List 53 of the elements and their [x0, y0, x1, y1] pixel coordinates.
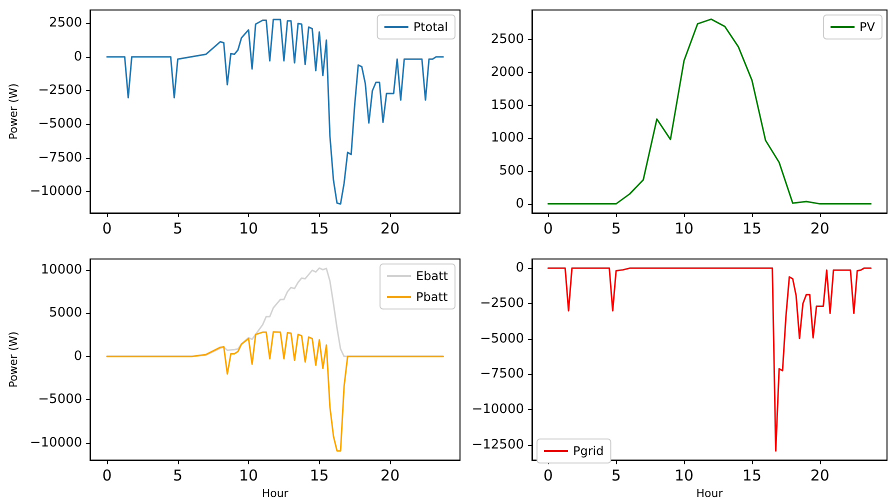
y-tick-label: −12500 — [472, 437, 524, 452]
legend-label: Ebatt — [416, 269, 448, 283]
x-tick-label: 10 — [238, 220, 258, 238]
x-tick-label: 15 — [310, 220, 329, 238]
x-tick-label: 5 — [172, 220, 183, 238]
y-tick-label: 1000 — [490, 130, 524, 146]
x-tick-label: 15 — [742, 220, 762, 238]
y-axis-title: Power (W) — [7, 83, 20, 140]
legend-label: Ptotal — [413, 20, 448, 34]
y-tick-label: −2500 — [480, 296, 524, 312]
y-tick-label: −5000 — [480, 331, 524, 346]
y-tick-label: 10000 — [40, 262, 82, 278]
x-tick-label: 5 — [172, 466, 183, 485]
x-tick-label: 0 — [543, 220, 553, 238]
y-tick-label: −10000 — [30, 184, 82, 199]
x-axis-title: Hour — [262, 487, 289, 500]
y-tick-label: 0 — [74, 348, 82, 364]
y-tick-label: 2000 — [490, 64, 524, 80]
x-tick-label: 5 — [611, 466, 621, 485]
y-tick-label: −10000 — [30, 435, 82, 450]
y-axis-title: Power (W) — [7, 331, 20, 388]
line-series — [106, 331, 444, 452]
y-tick-label: −2500 — [38, 83, 82, 98]
legend-label: PV — [860, 20, 876, 34]
x-tick-label: 20 — [810, 466, 830, 485]
x-tick-label: 5 — [611, 220, 621, 238]
x-tick-label: 10 — [238, 466, 258, 485]
y-tick-label: 1500 — [490, 98, 524, 113]
y-tick-label: −5000 — [38, 392, 82, 408]
x-tick-label: 0 — [543, 466, 553, 485]
x-tick-label: 15 — [310, 466, 329, 485]
x-tick-label: 0 — [102, 220, 112, 238]
x-tick-label: 15 — [742, 466, 762, 485]
x-tick-label: 10 — [674, 220, 694, 238]
y-tick-label: −5000 — [38, 116, 82, 132]
x-tick-label: 20 — [380, 466, 400, 485]
x-tick-label: 0 — [102, 466, 112, 485]
y-tick-label: −7500 — [38, 150, 82, 166]
x-tick-label: 10 — [674, 466, 694, 485]
x-axis-title: Hour — [696, 487, 724, 500]
y-tick-label: 5000 — [49, 306, 82, 321]
y-tick-label: 2500 — [49, 16, 82, 31]
y-tick-label: 2500 — [490, 32, 524, 48]
legend-label: Pgrid — [573, 444, 604, 458]
y-tick-label: 0 — [74, 49, 82, 64]
legend-label: Pbatt — [416, 290, 448, 304]
x-tick-label: 20 — [380, 220, 400, 238]
y-tick-label: −10000 — [472, 402, 524, 418]
y-tick-label: −7500 — [480, 366, 524, 382]
x-tick-label: 20 — [810, 220, 830, 238]
y-tick-label: 0 — [516, 196, 524, 212]
y-tick-label: 0 — [516, 260, 524, 276]
y-tick-label: 500 — [499, 163, 524, 178]
